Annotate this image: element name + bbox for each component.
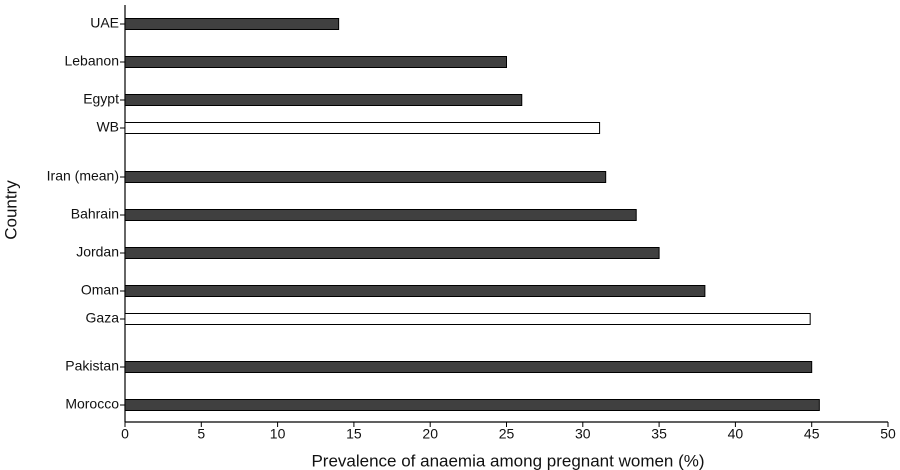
- x-tick-label: 30: [575, 426, 591, 442]
- x-tick-label: 5: [197, 426, 205, 442]
- bar: [124, 247, 660, 259]
- x-tick-label: 25: [499, 426, 515, 442]
- x-tick-label: 10: [270, 426, 286, 442]
- x-tick-label: 15: [346, 426, 362, 442]
- y-tick-label: Jordan: [76, 244, 119, 260]
- y-tick-label: Pakistan: [65, 358, 119, 374]
- bar: [124, 285, 706, 297]
- bar: [124, 56, 507, 68]
- bar: [124, 94, 523, 106]
- y-tick-label: Bahrain: [71, 206, 119, 222]
- bar: [124, 171, 607, 183]
- x-tick-label: 35: [651, 426, 667, 442]
- bar: [124, 361, 813, 373]
- bar: [124, 18, 340, 30]
- x-tick-label: 20: [422, 426, 438, 442]
- y-tick-label: Gaza: [86, 310, 120, 326]
- x-tick-label: 45: [804, 426, 820, 442]
- y-tick-label: Oman: [81, 282, 119, 298]
- bar: [124, 313, 811, 325]
- y-axis-title: Country: [1, 180, 20, 240]
- x-axis-title: Prevalence of anaemia among pregnant wom…: [311, 451, 704, 470]
- bar: [124, 122, 601, 134]
- y-tick-label: Iran (mean): [47, 168, 119, 184]
- bar: [124, 399, 820, 411]
- y-tick-label: Morocco: [65, 396, 119, 412]
- y-tick-label: Lebanon: [64, 53, 119, 69]
- x-tick-label: 0: [121, 426, 129, 442]
- x-tick-label: 50: [880, 426, 896, 442]
- bar: [124, 209, 637, 221]
- y-tick-label: WB: [96, 119, 119, 135]
- y-tick-label: Egypt: [83, 91, 119, 107]
- x-tick-label: 40: [728, 426, 744, 442]
- y-tick-label: UAE: [90, 15, 119, 31]
